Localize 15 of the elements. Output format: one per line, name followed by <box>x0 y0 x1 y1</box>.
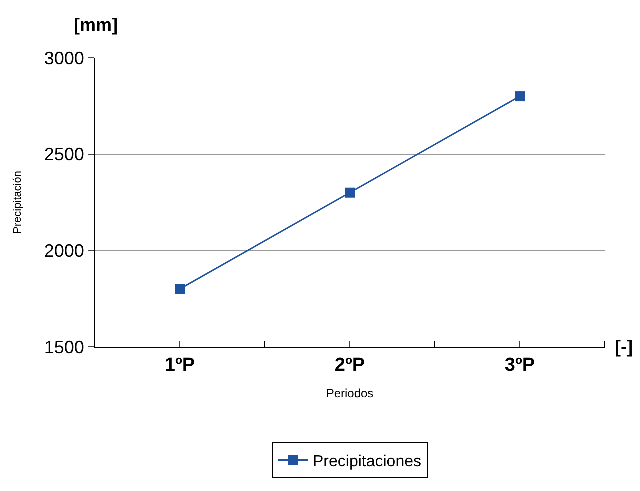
x-tick-label: 3ºP <box>504 354 536 376</box>
legend-label: Precipitaciones <box>313 454 422 471</box>
y-axis-title: Precipitación <box>12 171 24 234</box>
text: [mm] <box>74 15 118 35</box>
x-tick-label: 1ºP <box>164 354 196 376</box>
y-tick-label: 3000 <box>44 48 84 68</box>
text: [-] <box>615 337 633 357</box>
point <box>345 188 355 198</box>
y-tick-label: 2000 <box>44 240 84 261</box>
x-tick-label: 2ºP <box>334 354 366 376</box>
point <box>515 92 525 102</box>
y-tick-label: 2500 <box>44 144 84 165</box>
point <box>175 284 185 294</box>
y-tick-label: 1500 <box>44 337 84 358</box>
x-axis-title: Periodos <box>326 386 374 401</box>
